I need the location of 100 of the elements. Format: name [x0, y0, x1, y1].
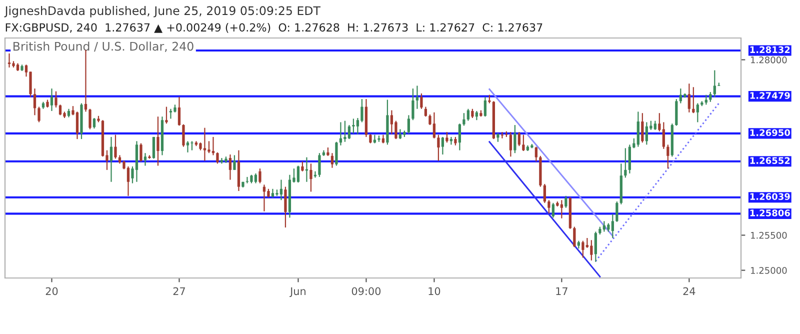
x-tick-label: 20 — [46, 287, 58, 296]
candlestick — [654, 120, 656, 130]
candlestick — [305, 156, 308, 182]
candlestick — [284, 186, 287, 228]
candlestick — [186, 140, 190, 153]
candlestick — [84, 49, 88, 112]
candlestick — [360, 98, 364, 123]
candlestick — [641, 112, 644, 144]
candlestick — [616, 200, 618, 222]
ref-line-label: 1.27479 — [750, 92, 790, 99]
candlestick — [713, 70, 716, 98]
candlestick — [709, 91, 712, 102]
candlestick — [140, 142, 142, 162]
candlestick — [156, 116, 160, 166]
candlestick — [390, 110, 394, 135]
candlestick — [602, 220, 606, 232]
y-tick-label: 1.25000 — [751, 267, 787, 274]
candlestick — [688, 83, 690, 113]
candlestick — [590, 240, 593, 262]
candlestick — [348, 124, 351, 140]
candlestick — [437, 134, 440, 162]
candlestick — [645, 122, 648, 146]
candlestick — [369, 134, 372, 144]
candlestick — [560, 200, 563, 219]
candlestick — [310, 163, 312, 192]
candlestick — [258, 168, 262, 184]
chart-title: JigneshDavda published, June 25, 2019 05:09:25 EDT — [4, 6, 321, 18]
candlestick — [666, 144, 670, 170]
candlestick — [458, 123, 462, 151]
candlestick — [228, 154, 232, 180]
candlestick — [92, 117, 96, 130]
candlestick — [407, 114, 410, 134]
candlestick — [446, 131, 448, 144]
ref-line-label: 1.28132 — [750, 46, 790, 54]
candlestick — [475, 110, 478, 121]
candlestick — [564, 195, 568, 208]
candlestick — [662, 122, 665, 150]
candlestick — [301, 160, 304, 172]
candlestick — [33, 88, 36, 116]
candlestick — [509, 131, 512, 158]
candlestick — [432, 112, 436, 139]
candlestick — [636, 111, 640, 148]
candlestick — [548, 200, 550, 214]
candlestick — [466, 108, 470, 122]
candlestick — [416, 85, 419, 110]
candlestick — [233, 154, 236, 170]
candlestick — [696, 102, 699, 123]
candlestick — [169, 108, 172, 120]
candlestick — [76, 111, 79, 140]
x-tick-label: Jun — [290, 287, 306, 298]
candlestick — [552, 202, 554, 218]
candlestick — [254, 172, 258, 184]
candlestick — [212, 136, 215, 156]
candlestick — [280, 179, 283, 201]
candlestick — [658, 112, 661, 132]
candlestick — [471, 108, 474, 119]
candlestick — [126, 166, 130, 196]
candlestick — [318, 152, 321, 178]
candlestick — [88, 108, 92, 130]
x-tick-label: 10 — [428, 287, 440, 296]
candlestick — [182, 124, 185, 148]
candlestick — [534, 146, 538, 162]
x-tick-label: 17 — [556, 287, 568, 295]
candlestick — [203, 127, 206, 162]
y-tick-label: 1.25500 — [751, 232, 787, 239]
candlestick — [152, 136, 156, 160]
candlestick — [424, 106, 428, 118]
candlestick — [339, 122, 342, 146]
y-tick-label: 1.28000 — [751, 56, 787, 64]
candlestick — [398, 128, 402, 140]
candlestick — [216, 152, 219, 164]
candlestick — [165, 106, 168, 124]
candlestick — [462, 112, 466, 126]
candlestick — [624, 148, 627, 178]
ref-line-label: 1.26039 — [750, 193, 790, 200]
x-tick-label: 27 — [173, 287, 185, 295]
candlestick — [8, 52, 11, 68]
candlestick — [54, 90, 58, 108]
candlestick — [522, 134, 525, 152]
x-tick-label: 09:00 — [352, 287, 381, 296]
candlestick — [594, 231, 597, 262]
candlestick — [692, 86, 695, 114]
candlestick — [628, 144, 631, 174]
ref-line-label: 1.26950 — [750, 129, 790, 136]
candlestick — [246, 176, 249, 184]
candlestick — [190, 140, 194, 151]
candlestick — [344, 120, 346, 142]
candlestick — [352, 118, 355, 134]
x-tick-label: 24 — [683, 287, 696, 295]
candlestick — [679, 88, 682, 104]
candlestick — [441, 136, 444, 156]
chart-subtitle: FX:GBPUSD, 240 1.27637 ▲ +0.00249 (+0.2%) O: 1.27628 H: 1.27673 L: 1.27627 C: 1.27637 — [6, 23, 542, 33]
annotation: British Pound / U.S. Dollar, 240 — [14, 42, 194, 52]
candlestick — [144, 152, 147, 166]
candlestick — [514, 124, 516, 154]
candlestick — [178, 96, 181, 126]
candlestick — [330, 152, 334, 168]
ref-line-label: 1.26552 — [750, 157, 790, 164]
candlestick — [38, 106, 40, 123]
candlestick — [412, 88, 414, 121]
